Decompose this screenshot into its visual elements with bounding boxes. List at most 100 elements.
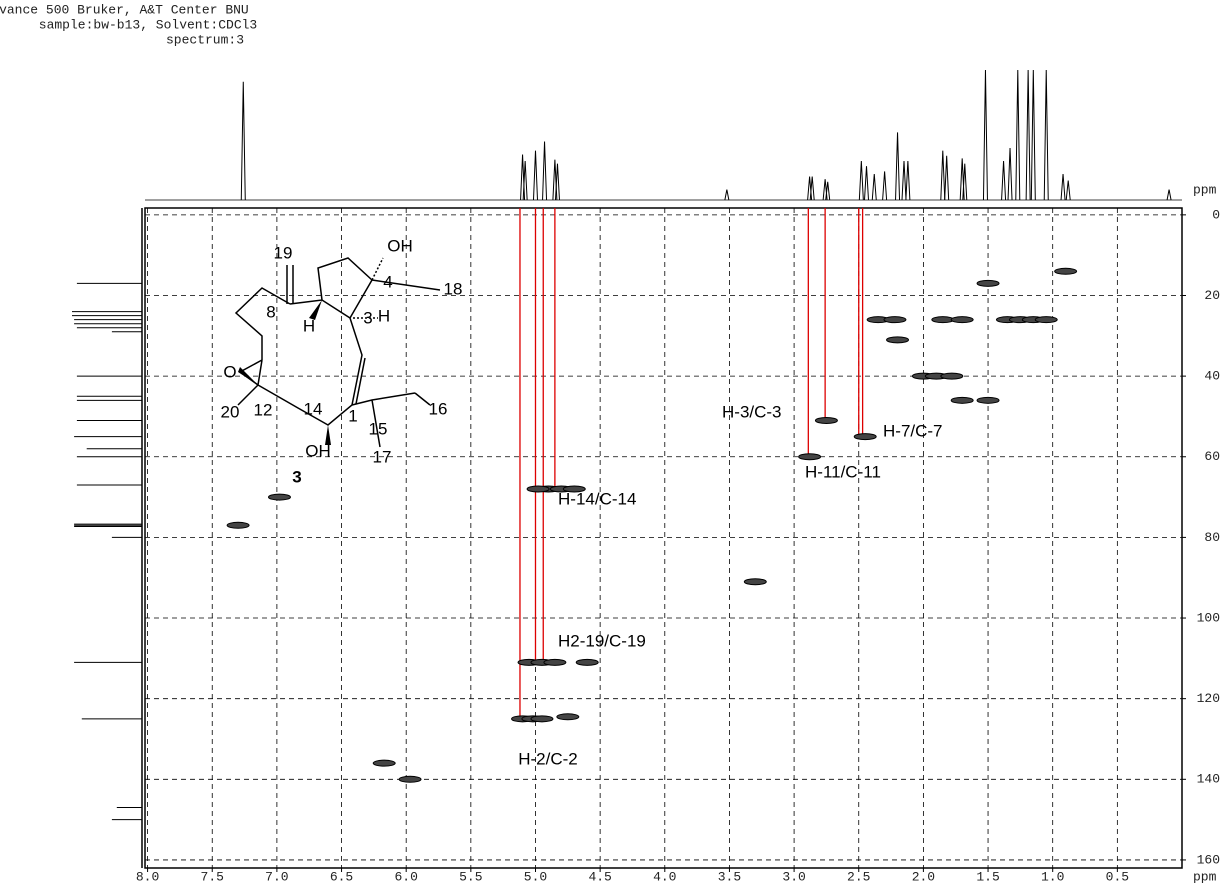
peak-annotation: H-3/C-3 (722, 402, 782, 421)
header-line: sample:bw-b13, Solvent:CDCl3 (39, 17, 257, 32)
x-tick-label: 1.0 (1041, 869, 1064, 884)
proton-peak (1166, 189, 1172, 201)
cross-peak (950, 396, 974, 404)
y-tick-label: 20 (1204, 288, 1220, 303)
cross-peak (743, 578, 767, 586)
x-tick-label: 4.0 (653, 869, 676, 884)
peak-annotation: H-11/C-11 (805, 462, 881, 481)
header-line: Avance 500 Bruker, A&T Center BNU (0, 2, 249, 17)
x-tick-label: 4.5 (588, 869, 611, 884)
x-tick-label: 6.0 (394, 869, 417, 884)
proton-peak (522, 160, 528, 201)
structure-label: 15 (369, 419, 388, 438)
cross-peak (814, 416, 838, 424)
y-tick-label: 0 (1212, 207, 1220, 222)
structure-label: 17 (373, 447, 392, 466)
structure-label: 20 (221, 402, 240, 421)
proton-peak (1015, 69, 1021, 201)
header-line: spectrum:3 (166, 32, 244, 47)
x-tick-label: 6.5 (330, 869, 353, 884)
proton-peak (532, 150, 538, 201)
proton-peak (1060, 173, 1066, 201)
x-unit-top: ppm (1193, 182, 1217, 197)
cross-peak (886, 336, 910, 344)
y-tick-label: 120 (1197, 691, 1220, 706)
plot-frame (144, 207, 1183, 869)
structure-label: 4 (383, 272, 392, 291)
wedge (309, 300, 322, 320)
y-tick-label: 100 (1197, 610, 1220, 625)
structure-label: 16 (429, 399, 448, 418)
structure-label: 14 (304, 399, 323, 418)
y-tick-label: 140 (1197, 772, 1220, 787)
x-tick-label: 2.0 (912, 869, 935, 884)
proton-peak (1030, 69, 1036, 201)
structure-label: 12 (254, 400, 273, 419)
proton-peak (240, 81, 246, 201)
cross-peak (543, 658, 567, 666)
peak-annotation: H-2/C-2 (518, 749, 578, 768)
structure-label: 1 (348, 406, 357, 425)
proton-peak (962, 163, 968, 201)
cross-peak (556, 713, 580, 721)
proton-peak (1025, 69, 1031, 201)
x-tick-label: 3.5 (718, 869, 741, 884)
cross-peak (1054, 267, 1078, 275)
proton-peak (895, 132, 901, 201)
cross-peak (940, 372, 964, 380)
x-tick-label: 8.0 (136, 869, 159, 884)
proton-peak (1007, 147, 1013, 201)
y-tick-label: 40 (1204, 369, 1220, 384)
proton-peak (554, 163, 560, 201)
y-tick-label: 160 (1197, 852, 1220, 867)
proton-peak (871, 173, 877, 201)
peak-annotation: H-7/C-7 (883, 421, 943, 440)
proton-peak (982, 69, 988, 201)
structure-label: OH (387, 236, 413, 255)
peak-annotation: H2-19/C-19 (558, 631, 646, 650)
cross-peak (372, 759, 396, 767)
proton-peak (1043, 69, 1049, 201)
cross-peak (976, 396, 1000, 404)
proton-peak (944, 155, 950, 201)
cross-peak (976, 279, 1000, 287)
proton-peak (1001, 160, 1007, 201)
proton-peak (858, 160, 864, 201)
cross-peak (526, 485, 550, 493)
structure-label: 8 (266, 302, 275, 321)
proton-peak (940, 150, 946, 201)
cross-peak (530, 715, 554, 723)
x-tick-label: 5.5 (459, 869, 482, 884)
structure-label: 3 (363, 308, 372, 327)
cross-peak (883, 316, 907, 324)
cross-peak (575, 658, 599, 666)
x-tick-label: 3.0 (782, 869, 805, 884)
cross-peak (398, 775, 422, 783)
structure-label: H (378, 306, 390, 325)
compound-number: 3 (292, 467, 301, 486)
proton-peak (825, 181, 831, 201)
cross-peak (226, 521, 250, 529)
x-tick-label: 7.5 (201, 869, 224, 884)
structure-label: 19 (274, 243, 293, 262)
proton-peak (905, 160, 911, 201)
cross-peak (1034, 316, 1058, 324)
proton-peak (864, 166, 870, 201)
cross-peak (853, 433, 877, 441)
structure-label: H (303, 316, 315, 335)
y-tick-label: 80 (1204, 530, 1220, 545)
cross-peak (950, 316, 974, 324)
cross-peak (562, 485, 586, 493)
structure-label: O (223, 362, 236, 381)
proton-peak (542, 141, 548, 201)
peak-annotation: H-14/C-14 (558, 489, 636, 508)
proton-peak (1065, 180, 1071, 201)
structure-label: 18 (444, 279, 463, 298)
wedge (325, 425, 331, 445)
cross-peak (267, 493, 291, 501)
x-tick-label: 7.0 (265, 869, 288, 884)
x-tick-label: 1.5 (976, 869, 999, 884)
x-tick-label: 0.5 (1106, 869, 1129, 884)
x-tick-label: 5.0 (524, 869, 547, 884)
